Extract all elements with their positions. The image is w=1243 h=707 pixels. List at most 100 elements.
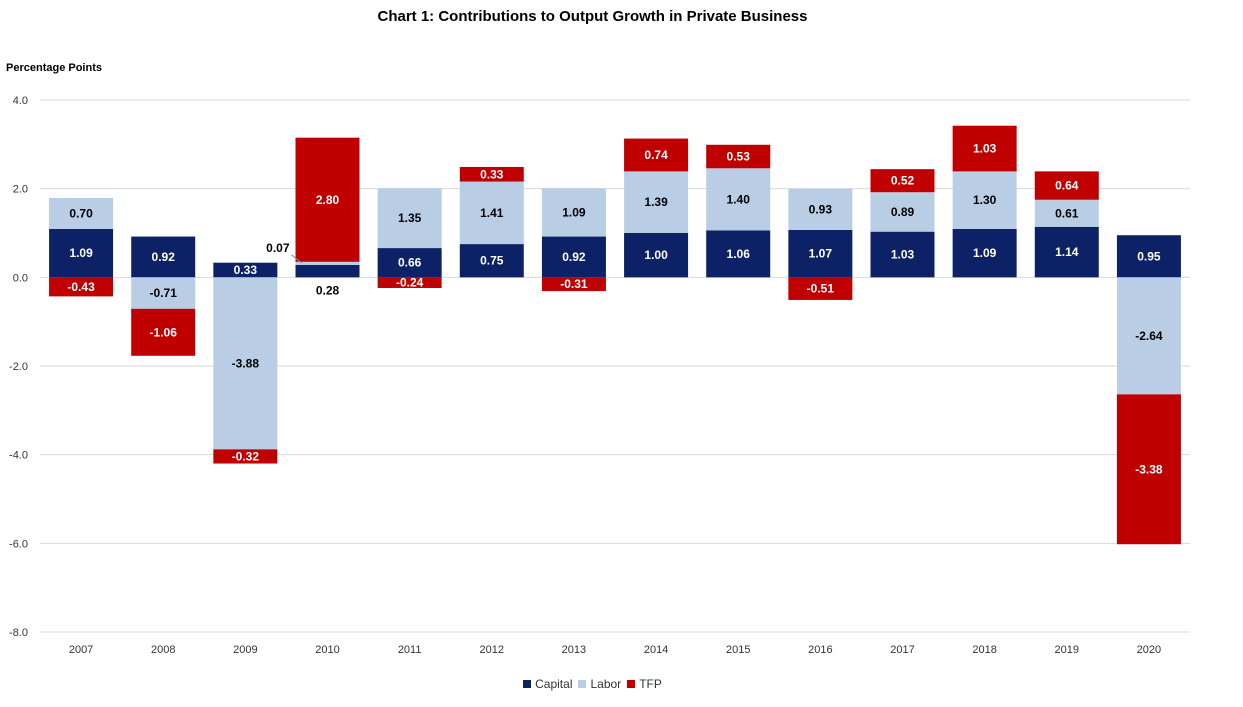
bar-labor (213, 277, 278, 450)
legend-item-labor: Labor (578, 677, 621, 691)
bar-capital (870, 231, 935, 278)
bars (49, 125, 1181, 545)
bar-labor (870, 192, 935, 232)
legend-label: Capital (535, 677, 573, 691)
x-tick-label: 2007 (69, 644, 93, 656)
data-label: 0.75 (480, 254, 504, 268)
legend-swatch (627, 680, 636, 688)
x-tick-label: 2019 (1055, 644, 1079, 656)
bar-tfp (870, 169, 935, 193)
bar-capital (459, 244, 524, 278)
data-label: -1.06 (150, 325, 178, 339)
data-label: 0.61 (1055, 206, 1079, 220)
data-label: 0.33 (234, 263, 258, 277)
bar-capital (624, 233, 689, 278)
bar-capital (788, 229, 853, 278)
legend-label: TFP (639, 677, 662, 691)
data-label: -2.64 (1135, 329, 1163, 343)
data-label: 0.53 (727, 150, 751, 164)
x-tick-label: 2013 (562, 644, 586, 656)
legend-item-tfp: TFP (627, 677, 662, 691)
x-tick-labels: 2007 2008 2009 2010 2011 2012 2013 2014 2015 2016… (69, 644, 1161, 656)
bar-capital (131, 236, 196, 278)
x-tick-label: 2011 (398, 644, 422, 656)
data-label: 0.07 (266, 241, 290, 255)
data-label: 1.41 (480, 206, 504, 220)
data-label: 1.09 (69, 246, 93, 260)
data-label: 0.89 (891, 205, 915, 219)
data-label: 1.39 (644, 195, 668, 209)
data-label: -3.38 (1135, 462, 1163, 476)
y-tick-label: -6.0 (9, 538, 28, 550)
bar-labor (377, 188, 442, 249)
gridlines (40, 99, 1190, 633)
y-tick-label: 2.0 (13, 184, 28, 196)
data-label: 1.03 (891, 248, 915, 262)
x-tick-label: 2012 (480, 644, 504, 656)
legend-swatch (523, 680, 532, 688)
bar-tfp (952, 125, 1017, 172)
y-tick-label: 0.0 (13, 272, 28, 284)
data-label: 1.06 (727, 247, 751, 261)
data-labels: 1.09 0.70 -0.43 0.92 -0.71 -1.06 0.33 -3.88 -0.3… (67, 142, 1163, 477)
bar-tfp (295, 137, 360, 262)
data-label: 0.28 (316, 283, 340, 297)
data-label: 0.52 (891, 174, 915, 188)
data-label: -0.24 (396, 276, 424, 290)
data-label: 0.93 (809, 202, 833, 216)
y-tick-labels: 4.0 2.0 0.0 -2.0 -4.0 -6.0 -8.0 (9, 95, 28, 639)
data-label: -0.31 (560, 277, 588, 291)
bar-tfp (377, 277, 442, 288)
y-tick-label: 4.0 (13, 95, 28, 107)
bar-capital (213, 262, 278, 278)
x-tick-label: 2009 (233, 644, 257, 656)
bar-capital (295, 264, 360, 278)
bar-capital (1034, 226, 1099, 278)
data-label: 1.09 (973, 246, 997, 260)
bar-labor (1034, 199, 1099, 227)
x-tick-label: 2020 (1137, 644, 1161, 656)
data-label: 1.40 (727, 192, 751, 206)
legend-label: Labor (590, 677, 622, 691)
data-label: 1.00 (644, 248, 668, 262)
data-label: 1.09 (562, 205, 586, 219)
y-tick-label: -8.0 (9, 627, 28, 639)
y-tick-label: -4.0 (9, 450, 28, 462)
data-label: -0.71 (150, 286, 178, 300)
x-tick-label: 2016 (808, 644, 832, 656)
bar-tfp (49, 277, 114, 297)
bar-tfp (624, 138, 689, 172)
x-tick-label: 2017 (890, 644, 914, 656)
data-label: 1.35 (398, 211, 422, 225)
legend: Capital Labor TFP (0, 677, 1185, 691)
bar-tfp (541, 277, 606, 292)
leader-line (291, 254, 302, 264)
data-label: -0.32 (232, 449, 260, 463)
chart-title: Chart 1: Contributions to Output Growth … (377, 8, 808, 25)
bar-labor (1116, 277, 1181, 395)
bar-labor (49, 197, 114, 230)
data-label: 0.92 (562, 250, 586, 264)
x-tick-label: 2010 (315, 644, 339, 656)
data-label: -3.88 (232, 356, 260, 370)
data-label: 2.80 (316, 193, 340, 207)
data-label: 0.95 (1137, 249, 1161, 263)
bar-tfp (213, 449, 278, 464)
data-label: 0.92 (152, 250, 176, 264)
bar-capital (49, 229, 114, 278)
bar-tfp (706, 144, 771, 169)
bar-labor (459, 181, 524, 245)
y-tick-label: -2.0 (9, 361, 28, 373)
x-tick-label: 2008 (151, 644, 175, 656)
data-label: 1.30 (973, 193, 997, 207)
data-label: 1.03 (973, 142, 997, 156)
bar-tfp (131, 308, 196, 356)
data-label: 1.14 (1055, 245, 1079, 259)
data-label: 0.70 (69, 206, 93, 220)
bar-capital (377, 248, 442, 278)
bar-labor (788, 188, 853, 230)
bar-labor (131, 277, 196, 309)
bar-tfp (459, 166, 524, 182)
data-label: 0.74 (644, 148, 668, 162)
